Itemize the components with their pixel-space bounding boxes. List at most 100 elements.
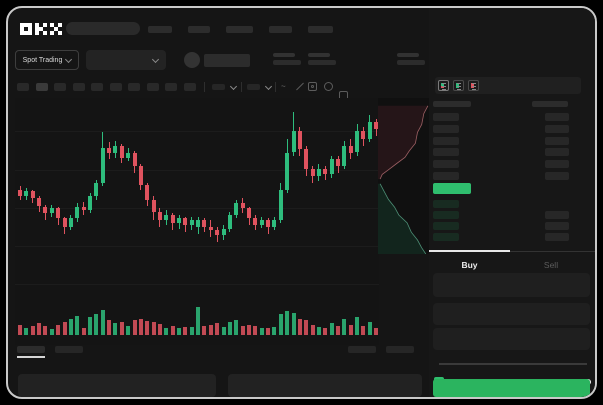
nav-item-1[interactable] bbox=[188, 26, 210, 33]
volume-bar bbox=[367, 321, 372, 335]
price-input[interactable] bbox=[433, 273, 590, 297]
chart-settings-icon[interactable] bbox=[324, 82, 333, 91]
nav-item-4[interactable] bbox=[308, 26, 333, 33]
candle-body bbox=[30, 191, 35, 199]
volume-bar bbox=[259, 328, 264, 335]
pair-selector-dropdown[interactable] bbox=[86, 50, 166, 70]
ask-amount-0[interactable] bbox=[545, 113, 569, 121]
nav-item-3[interactable] bbox=[269, 26, 292, 33]
candle-body bbox=[208, 226, 213, 231]
toolbar-divider bbox=[241, 82, 242, 92]
chart-footer-control[interactable] bbox=[386, 346, 414, 353]
candle-body bbox=[49, 208, 54, 214]
interval-button-5[interactable] bbox=[109, 83, 122, 91]
chevron-down-icon[interactable] bbox=[229, 82, 238, 91]
orderbook-view-asks-only-icon[interactable] bbox=[468, 80, 479, 91]
interval-button-6[interactable] bbox=[128, 83, 140, 91]
amount-slider-track[interactable] bbox=[439, 363, 587, 365]
volume-bar bbox=[221, 326, 226, 335]
interval-button-1[interactable] bbox=[35, 83, 48, 91]
logo-glyph-K bbox=[35, 23, 47, 35]
candle-body bbox=[367, 122, 372, 139]
range-tab[interactable] bbox=[55, 346, 83, 353]
coin-icon bbox=[184, 52, 200, 68]
camera-snapshot-icon[interactable] bbox=[308, 82, 317, 91]
logo-glyph-O bbox=[20, 23, 32, 35]
chart-style-button[interactable] bbox=[247, 84, 260, 90]
orderbook-last-price[interactable] bbox=[433, 183, 471, 194]
ask-amount-1[interactable] bbox=[545, 124, 569, 133]
amount-input[interactable] bbox=[433, 303, 590, 325]
nav-item-2[interactable] bbox=[226, 26, 253, 33]
volume-bar bbox=[177, 328, 181, 335]
bid-amount-2[interactable] bbox=[545, 222, 569, 230]
bid-price-0[interactable] bbox=[433, 200, 459, 208]
ask-amount-2[interactable] bbox=[545, 136, 569, 145]
ask-price-4[interactable] bbox=[433, 160, 459, 169]
search-input[interactable] bbox=[66, 22, 140, 35]
pair-name-placeholder bbox=[204, 54, 250, 67]
ask-amount-4[interactable] bbox=[545, 160, 569, 169]
candle-body bbox=[316, 169, 321, 177]
candle-body bbox=[348, 145, 353, 153]
candle-body bbox=[18, 189, 22, 197]
range-tab-active[interactable] bbox=[17, 346, 45, 353]
chevron-down-icon[interactable] bbox=[264, 82, 273, 91]
interval-button-7[interactable] bbox=[146, 83, 159, 91]
candle-body bbox=[272, 220, 277, 227]
candle-body bbox=[323, 169, 328, 175]
volume-bar bbox=[100, 309, 105, 335]
interval-button-0[interactable] bbox=[17, 83, 29, 91]
market-type-selector[interactable]: Spot Trading bbox=[15, 50, 79, 70]
ask-price-0[interactable] bbox=[433, 113, 459, 121]
orderbook-view-bids-only-icon[interactable] bbox=[453, 80, 464, 91]
bid-price-3[interactable] bbox=[433, 233, 459, 241]
stat-label-2 bbox=[397, 53, 419, 57]
orderbook-view-combined-book-icon[interactable] bbox=[438, 80, 449, 91]
candlestick-chart-canvas[interactable] bbox=[15, 98, 379, 345]
interval-button-2[interactable] bbox=[54, 83, 66, 91]
bid-amount-1[interactable] bbox=[545, 211, 569, 219]
volume-bar bbox=[75, 315, 80, 335]
buy-submit-button[interactable] bbox=[433, 379, 590, 397]
nav-item-0[interactable] bbox=[148, 26, 172, 33]
volume-bar bbox=[18, 324, 22, 335]
gridline bbox=[15, 284, 379, 285]
depth-chart-svg bbox=[378, 105, 429, 255]
logo-glyph-X bbox=[50, 23, 62, 35]
volume-bar bbox=[43, 326, 48, 335]
bid-price-2[interactable] bbox=[433, 222, 459, 230]
bid-amount-3[interactable] bbox=[545, 233, 569, 241]
candle-body bbox=[310, 169, 315, 177]
tab-sell[interactable]: Sell bbox=[543, 260, 559, 270]
ask-price-3[interactable] bbox=[433, 148, 459, 157]
interval-button-9[interactable] bbox=[183, 83, 196, 91]
stat-label-0 bbox=[273, 53, 295, 57]
ask-price-1[interactable] bbox=[433, 124, 459, 133]
candle-body bbox=[75, 206, 80, 219]
bid-price-1[interactable] bbox=[433, 211, 459, 219]
volume-bar bbox=[285, 311, 290, 335]
total-input[interactable] bbox=[433, 328, 590, 350]
interval-button-8[interactable] bbox=[165, 83, 177, 91]
candle-body bbox=[342, 145, 347, 167]
candle-body bbox=[132, 152, 137, 166]
line-tool-icon[interactable]: ~ bbox=[281, 82, 286, 91]
candle-body bbox=[24, 191, 29, 197]
volume-bar bbox=[88, 317, 92, 335]
ask-price-2[interactable] bbox=[433, 136, 459, 145]
tab-buy[interactable]: Buy bbox=[461, 260, 478, 270]
candle-body bbox=[68, 218, 73, 227]
ask-price-5[interactable] bbox=[433, 172, 459, 180]
ask-amount-5[interactable] bbox=[545, 172, 569, 180]
chart-footer-control[interactable] bbox=[348, 346, 376, 353]
volume-bar bbox=[310, 324, 315, 335]
candle-body bbox=[62, 218, 67, 227]
indicator-menu-button[interactable] bbox=[212, 84, 225, 90]
draw-tool-icon[interactable] bbox=[295, 82, 305, 91]
ask-amount-3[interactable] bbox=[545, 148, 569, 157]
interval-button-3[interactable] bbox=[72, 83, 85, 91]
volume-bar bbox=[126, 326, 131, 335]
interval-button-4[interactable] bbox=[91, 83, 103, 91]
